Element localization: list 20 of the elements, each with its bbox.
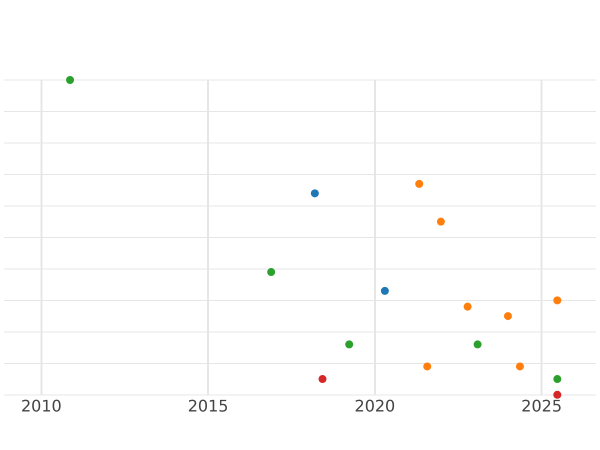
- x-tick-label: 2015: [188, 396, 228, 416]
- point: [516, 362, 524, 370]
- point: [380, 286, 389, 295]
- point: [318, 375, 327, 384]
- point: [474, 340, 482, 348]
- x-tick-label: 2025: [521, 396, 562, 416]
- x-tick-label: 2020: [354, 396, 396, 416]
- x-tick-label: 2010: [20, 396, 62, 416]
- point: [345, 340, 354, 348]
- point: [553, 296, 562, 304]
- point: [553, 375, 562, 384]
- point: [464, 302, 472, 311]
- point: [66, 76, 74, 84]
- point: [436, 218, 445, 226]
- point: [423, 362, 432, 370]
- point: [504, 312, 512, 320]
- point: [415, 180, 424, 188]
- point: [267, 268, 276, 276]
- point: [553, 390, 562, 399]
- point: [310, 189, 319, 198]
